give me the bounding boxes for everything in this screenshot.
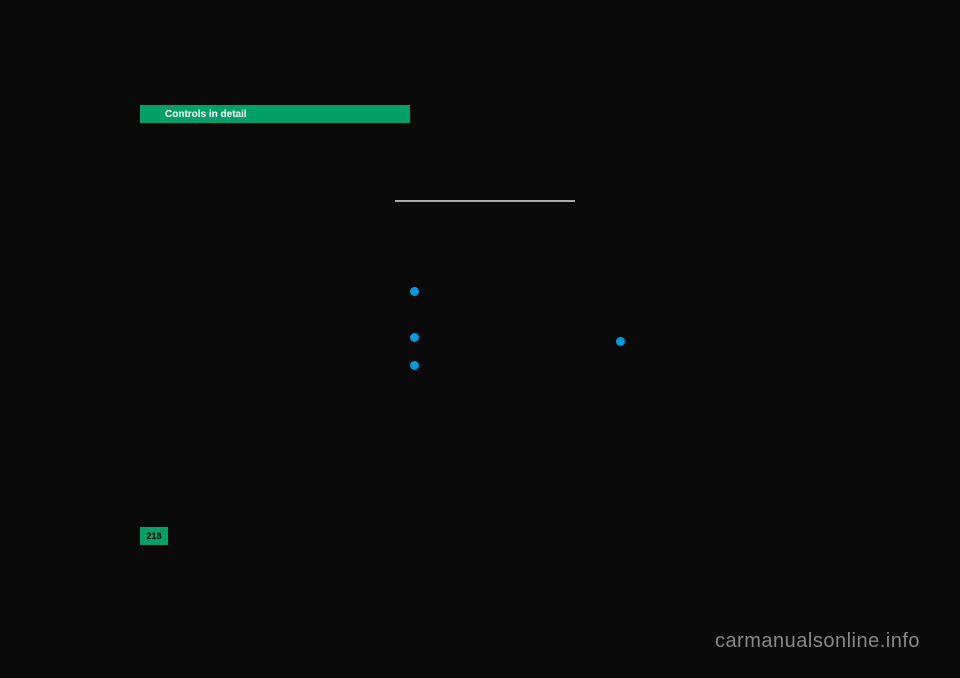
bullet-icon	[410, 287, 419, 296]
bullet-icon	[410, 361, 419, 370]
page-number-badge: 218	[140, 527, 168, 545]
section-header-bar: Controls in detail	[140, 105, 410, 123]
manual-page: Controls in detail 218	[140, 105, 820, 535]
bullet-icon	[616, 337, 625, 346]
bullet-icon	[410, 333, 419, 342]
section-header-title: Controls in detail	[165, 109, 247, 120]
watermark-text: carmanualsonline.info	[715, 630, 920, 653]
page-number-text: 218	[146, 531, 161, 541]
content-divider	[395, 200, 575, 202]
